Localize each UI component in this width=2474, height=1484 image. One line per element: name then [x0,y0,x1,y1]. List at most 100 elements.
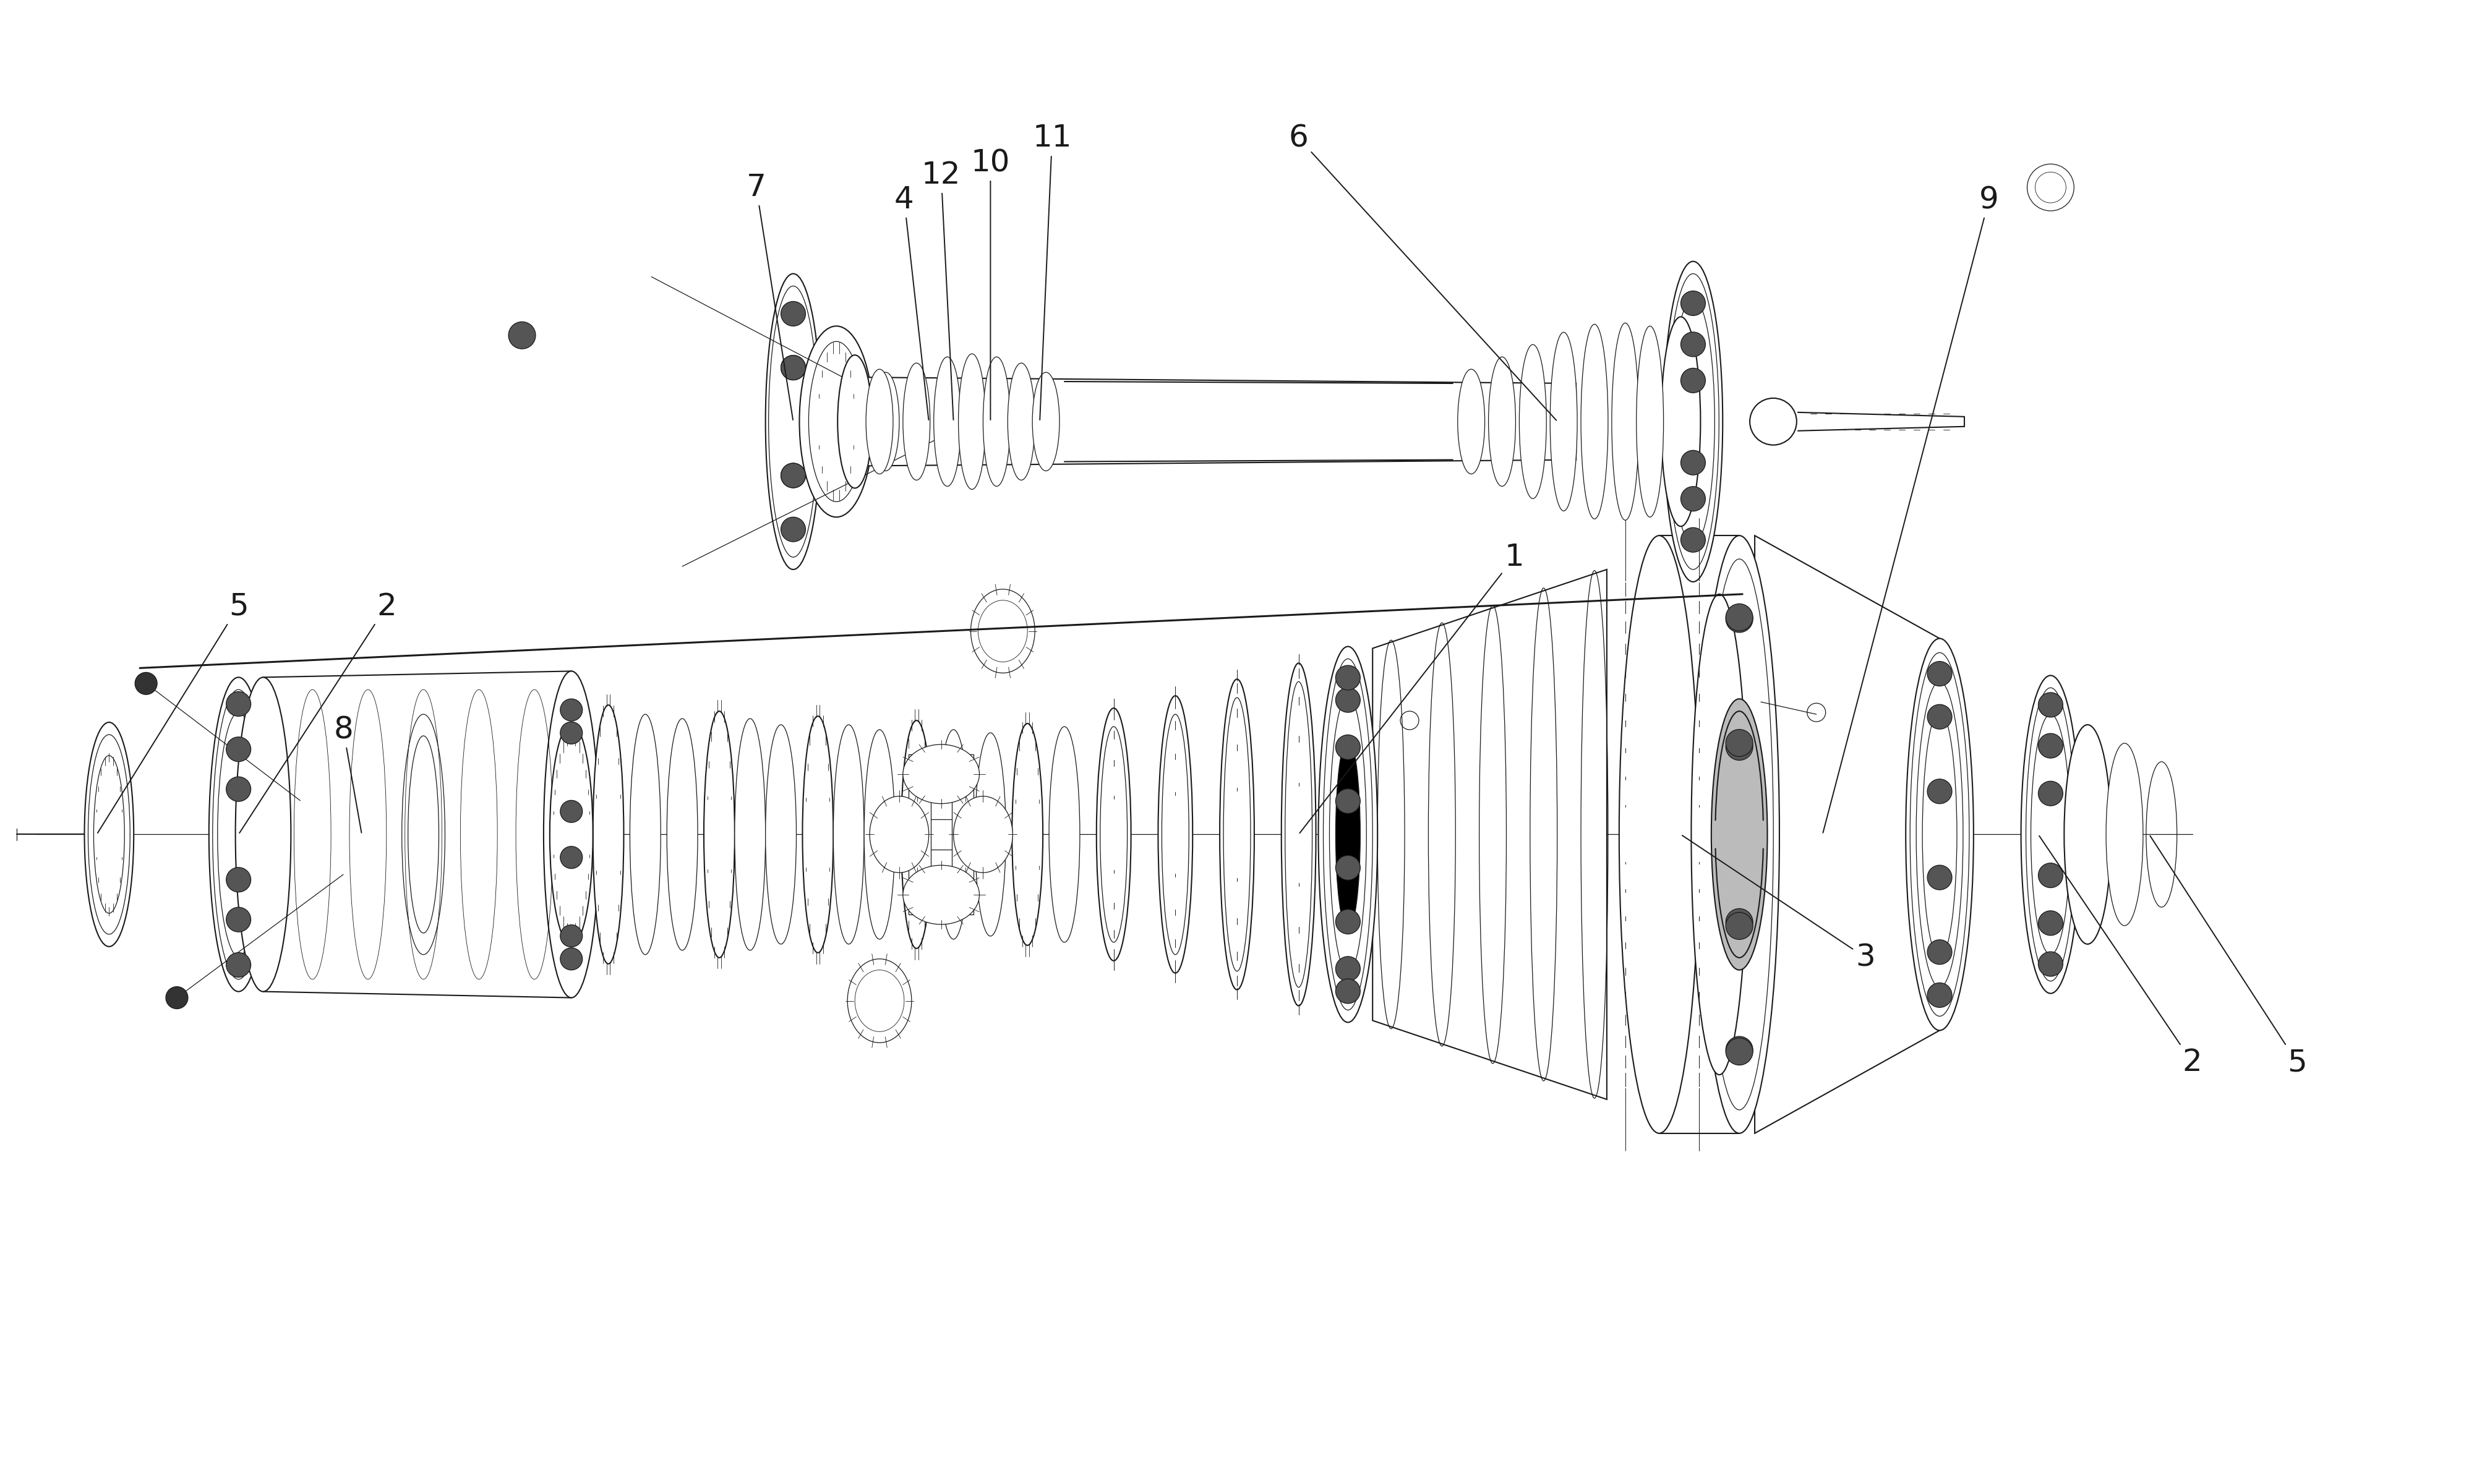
Ellipse shape [1551,332,1578,510]
Ellipse shape [84,723,134,947]
Ellipse shape [1319,647,1378,1022]
Circle shape [559,699,581,721]
Ellipse shape [235,677,292,991]
Ellipse shape [1336,739,1361,930]
Ellipse shape [764,273,821,570]
Ellipse shape [809,341,863,502]
Ellipse shape [957,353,985,490]
Polygon shape [262,671,571,997]
Ellipse shape [2063,724,2110,944]
Ellipse shape [1032,372,1059,470]
Ellipse shape [871,797,928,873]
Ellipse shape [938,730,970,939]
Circle shape [782,355,807,380]
Circle shape [1727,1036,1754,1064]
Ellipse shape [1712,699,1766,971]
Circle shape [559,846,581,868]
Ellipse shape [970,589,1034,672]
Circle shape [225,692,250,717]
Ellipse shape [866,370,893,473]
Ellipse shape [849,959,910,1043]
Ellipse shape [2105,743,2142,926]
Ellipse shape [799,326,873,516]
Circle shape [510,322,534,349]
Ellipse shape [2021,675,2081,993]
Circle shape [1927,779,1952,804]
Ellipse shape [705,711,735,957]
Circle shape [1727,1037,1754,1066]
Circle shape [1336,687,1361,712]
Text: 2: 2 [2039,835,2202,1077]
Circle shape [559,925,581,947]
Circle shape [2039,781,2063,806]
Circle shape [225,776,250,801]
Ellipse shape [668,718,698,950]
Text: 5: 5 [2150,835,2306,1077]
Text: 6: 6 [1289,123,1556,420]
Circle shape [1680,291,1705,316]
Circle shape [2039,864,2063,887]
Circle shape [1680,368,1705,393]
Circle shape [2039,733,2063,758]
Ellipse shape [2026,165,2073,211]
Ellipse shape [933,356,960,487]
Circle shape [559,800,581,822]
Circle shape [1336,957,1361,981]
Text: 10: 10 [970,148,1009,420]
Ellipse shape [839,355,873,488]
Ellipse shape [1012,724,1044,945]
Circle shape [1927,982,1952,1008]
Polygon shape [1754,536,1940,1134]
Circle shape [1680,528,1705,552]
Text: 9: 9 [1823,186,1999,833]
Circle shape [1927,662,1952,686]
Ellipse shape [549,724,594,945]
Ellipse shape [1618,536,1700,1134]
Ellipse shape [1611,324,1638,521]
Circle shape [2039,951,2063,976]
Ellipse shape [544,671,599,997]
Circle shape [1727,604,1754,631]
Circle shape [1336,979,1361,1003]
Ellipse shape [903,364,930,481]
Ellipse shape [1220,680,1254,990]
Polygon shape [1373,570,1606,1100]
Ellipse shape [1096,708,1131,960]
Ellipse shape [903,745,980,804]
Ellipse shape [1905,638,1974,1030]
Ellipse shape [1049,727,1079,942]
Ellipse shape [952,797,1012,873]
Polygon shape [1660,536,1739,1134]
Circle shape [166,987,188,1009]
Circle shape [782,463,807,488]
Circle shape [782,463,807,488]
Circle shape [1727,913,1754,939]
Ellipse shape [631,714,661,954]
Circle shape [2039,911,2063,935]
Circle shape [1680,487,1705,510]
Text: 12: 12 [920,160,960,420]
Polygon shape [952,754,975,914]
Ellipse shape [1519,344,1546,499]
Ellipse shape [735,718,764,950]
Ellipse shape [873,372,898,470]
Ellipse shape [1692,594,1747,1074]
Circle shape [225,738,250,761]
Circle shape [782,355,807,380]
Circle shape [2039,693,2063,717]
Text: 7: 7 [747,172,794,420]
Circle shape [782,516,807,542]
Circle shape [1727,733,1754,760]
Ellipse shape [1700,536,1779,1134]
Circle shape [1927,939,1952,965]
Ellipse shape [1282,663,1316,1006]
Circle shape [225,907,250,932]
Circle shape [225,868,250,892]
Ellipse shape [903,865,980,925]
Ellipse shape [863,730,896,939]
Circle shape [1927,865,1952,890]
Ellipse shape [802,717,834,953]
Ellipse shape [1663,261,1722,582]
Circle shape [1336,735,1361,760]
Ellipse shape [1158,696,1192,974]
